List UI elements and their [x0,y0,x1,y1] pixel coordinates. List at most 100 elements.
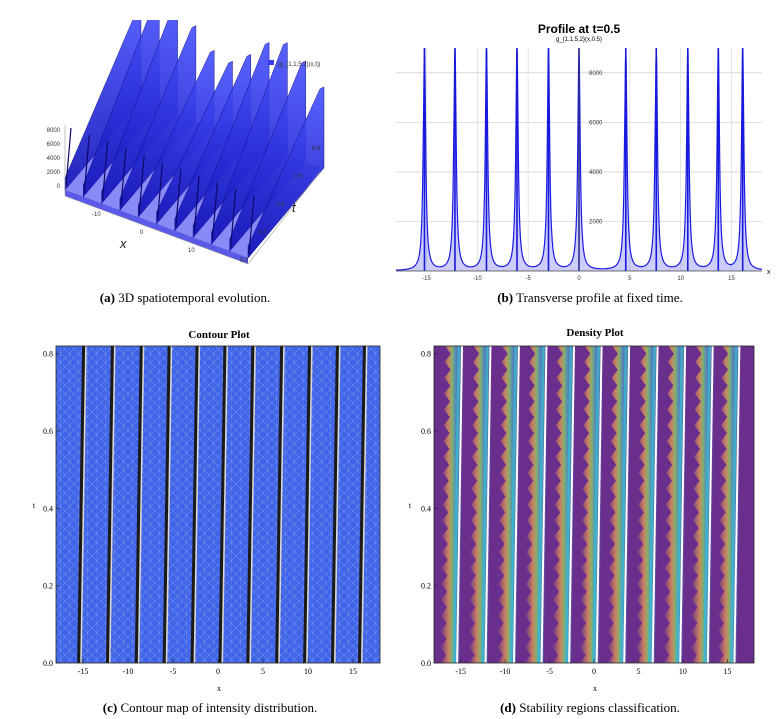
surface-ridge-edge [156,161,164,221]
contour-ridge [105,345,116,664]
density-ridge-cyan [703,345,712,664]
profile-xtick: 5 [628,276,632,282]
surface-ztick: 2000 [47,170,61,176]
density-ridge [679,345,687,664]
contour-ridge [218,345,228,664]
caption-a-label: (a) [99,290,115,305]
contour-xtick: 15 [349,667,357,676]
profile-xtick: 15 [728,276,735,282]
contour-ridge-highlight [193,345,201,664]
density-ridge [513,345,520,664]
caption-c: (c) Contour map of intensity distributio… [60,700,360,716]
contour-xtick: 0 [216,667,220,676]
contour-xtick: -15 [78,667,89,676]
profile-ytick: 2000 [589,219,603,225]
contour-mesh [56,346,380,663]
contour-ytick: 0.4 [43,504,53,513]
surface-ridge-edge [120,148,127,207]
density-ytick: 0.0 [421,659,431,668]
contour-ridge [275,345,285,664]
caption-c-text: Contour map of intensity distribution. [120,700,318,715]
contour-ridge-highlight [306,345,313,664]
density-ridge-cyan [592,345,601,664]
profile-ytick: 8000 [589,71,603,77]
contour-ridge [77,345,87,664]
density-ridge [706,345,714,664]
density-ridge-cyan [564,345,573,664]
surface-ttick: 0.0 [240,258,249,264]
contour-ridge [162,345,173,664]
surface-ttick: 0.2 [258,230,267,236]
profile-xlabel: x [767,269,771,276]
contour-ridge [357,345,368,664]
caption-b-label: (b) [497,290,514,305]
profile-ytick: 4000 [589,170,603,176]
profile-xtick: -15 [422,276,431,282]
surface-xtick: 0 [140,230,144,236]
surface-ridge-edge [65,127,72,187]
contour-xtick: 5 [261,667,265,676]
caption-d: (d) Stability regions classification. [440,700,740,716]
density-ridge-cyan [452,345,461,664]
contour-ridge [330,345,341,664]
caption-c-label: (c) [102,700,118,715]
density-ridge-cyan [729,345,738,664]
contour-ridge-highlight [137,345,145,664]
surface-ttick: 0.6 [294,174,303,180]
density-ridge [595,345,603,664]
profile-xtick: 0 [577,276,581,282]
density-ridge-cyan [509,345,518,664]
surface-xtick: 10 [188,248,195,254]
surface-ridge-edge [230,189,237,248]
contour-xtick: 10 [304,667,312,676]
surface-ztick: 0 [57,184,61,190]
contour-ridge-highlight [221,345,229,664]
density-xtick: 5 [636,667,640,676]
profile-ytick: 6000 [589,120,603,126]
surface-tlabel: t [292,200,297,215]
density-ridge [623,345,631,664]
contour-ridge [134,345,145,664]
profile-ylabel: g_{1,1,5,2}(x,0.5) [556,37,602,43]
surface-ridge-edge [138,155,145,214]
surface-ttick: 0.8 [312,146,321,152]
contour-ridge-highlight [361,345,368,664]
surface-ridge-edge [248,195,255,255]
surface-ridge-edge [193,175,200,234]
density-ytick: 0.4 [421,504,431,513]
density-ytick: 0.2 [421,582,431,591]
density-ridge [651,345,659,664]
contour-xlabel: x [217,684,221,693]
surface-ttick: 0.4 [276,202,285,208]
contour-ridge [190,345,200,664]
contour-ytick: 0.2 [43,582,53,591]
surface-ridge-edge [175,168,182,227]
contour-ridge-highlight [334,345,341,664]
contour-xtick: -5 [170,667,177,676]
density-ridge [540,345,548,664]
profile-xtick: 10 [677,276,684,282]
surface-ridge-edge [102,141,109,200]
density-xtick: 0 [592,667,596,676]
density-ridge-cyan [675,345,684,664]
surface-ztick: 4000 [47,156,61,162]
profile-title: Profile at t=0.5 [538,22,621,36]
density-xtick: -15 [455,667,466,676]
contour-title: Contour Plot [188,329,250,341]
density-ridge-cyan [481,345,489,664]
contour-ylabel: t [33,501,36,510]
density-ridge [484,345,492,664]
caption-d-text: Stability regions classification. [519,700,680,715]
density-chart: Density Plot -15 -10 -5 0 5 10 15 0.0 0.2 0.4 0.6 0… [409,327,755,693]
surface-ztick: 8000 [47,128,61,134]
density-ylabel: t [409,501,412,510]
density-ridge-cyan [619,345,628,664]
contour-ridge-highlight [109,345,116,664]
contour-ytick: 0.8 [43,350,53,359]
profile-xtick: -5 [525,276,531,282]
density-ytick: 0.8 [421,350,431,359]
contour-ridge [246,345,256,664]
density-ridge [456,345,463,664]
density-ytick: 0.6 [421,427,431,436]
contour-ytick: 0.0 [43,659,53,668]
